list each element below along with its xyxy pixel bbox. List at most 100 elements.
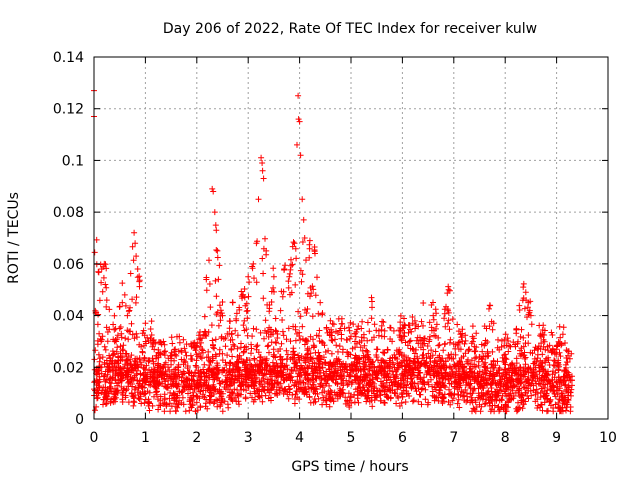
data-point (141, 390, 148, 397)
data-point (227, 392, 234, 399)
data-point (193, 363, 200, 370)
data-point (253, 326, 260, 333)
data-point (456, 358, 463, 364)
data-point (435, 334, 442, 341)
data-point (308, 290, 315, 297)
y-tick-label: 0.04 (53, 309, 84, 325)
data-point (354, 395, 361, 402)
data-point (368, 387, 375, 394)
data-point (435, 342, 442, 349)
data-point (381, 327, 388, 334)
data-point (454, 400, 461, 407)
data-point (472, 355, 478, 362)
data-point (334, 358, 341, 365)
data-point (250, 325, 257, 332)
data-point (285, 325, 292, 332)
data-point (445, 317, 452, 324)
data-point (159, 365, 166, 371)
data-point (211, 345, 218, 352)
data-point (278, 340, 285, 347)
data-point (210, 355, 216, 362)
data-point (315, 310, 322, 317)
data-point (478, 403, 485, 410)
data-point (168, 361, 175, 368)
data-point (268, 339, 275, 346)
data-point (373, 393, 380, 400)
data-point (247, 361, 254, 368)
data-point (549, 332, 556, 338)
data-point (298, 362, 304, 369)
data-point (134, 266, 141, 272)
data-point (129, 296, 136, 303)
data-point (381, 349, 388, 356)
data-point (512, 369, 519, 376)
data-point (520, 280, 527, 287)
data-point (147, 335, 154, 342)
data-point (409, 398, 416, 405)
data-point (242, 394, 249, 401)
data-point (288, 256, 294, 263)
data-point (195, 367, 202, 374)
data-point (299, 335, 306, 342)
y-tick-label: 0.06 (53, 257, 84, 273)
data-point (103, 297, 110, 304)
data-point (396, 403, 403, 409)
data-point (420, 322, 426, 329)
data-point (92, 347, 99, 354)
data-point (333, 342, 340, 349)
data-point (226, 360, 233, 366)
data-point (450, 355, 457, 362)
data-point (313, 386, 320, 393)
data-point (270, 346, 277, 353)
data-point (349, 345, 356, 352)
chart-title: Day 206 of 2022, Rate Of TEC Index for r… (163, 21, 537, 37)
data-point (456, 404, 463, 411)
data-point (163, 401, 170, 408)
data-point (391, 364, 398, 371)
data-point (299, 323, 306, 330)
data-point (256, 357, 263, 364)
data-point (205, 382, 212, 389)
data-point (471, 406, 478, 413)
data-point (317, 299, 324, 306)
data-point (325, 362, 332, 369)
data-point (501, 359, 508, 366)
data-point (513, 408, 520, 415)
data-point (543, 408, 550, 415)
data-point (405, 329, 412, 336)
data-point (354, 373, 361, 379)
data-point (124, 357, 131, 364)
data-point (498, 387, 505, 394)
data-point (101, 396, 108, 403)
data-point (546, 342, 553, 349)
data-point (430, 316, 437, 323)
x-tick-label: 4 (295, 430, 304, 446)
data-point (253, 279, 260, 286)
data-point (291, 360, 298, 367)
data-point (310, 355, 316, 362)
data-point (283, 336, 290, 343)
data-point (426, 338, 433, 345)
data-point (99, 288, 106, 295)
data-point (132, 240, 139, 247)
data-point (93, 236, 100, 243)
data-point (254, 342, 261, 349)
data-point (243, 300, 250, 307)
data-point (518, 392, 525, 399)
data-point (205, 366, 212, 373)
data-point (214, 247, 221, 254)
data-point (95, 351, 102, 358)
data-point (136, 278, 143, 285)
data-point (553, 346, 560, 353)
data-point (461, 340, 468, 347)
data-point (181, 384, 188, 391)
data-point (146, 407, 153, 414)
data-point (209, 185, 216, 192)
data-point (417, 369, 424, 376)
data-point (163, 384, 170, 391)
data-point (458, 334, 465, 341)
data-point (270, 273, 277, 280)
data-point (200, 393, 206, 400)
data-point (206, 281, 213, 287)
data-point (487, 381, 494, 388)
